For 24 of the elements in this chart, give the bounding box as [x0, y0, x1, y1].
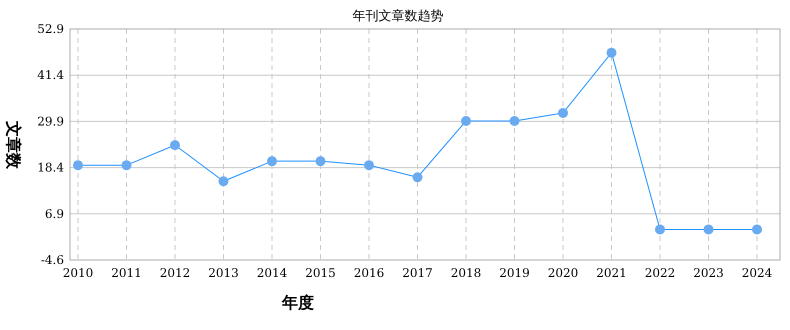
- x-tick-label: 2017: [402, 266, 433, 280]
- x-tick-label: 2018: [450, 266, 482, 280]
- y-tick-label: 6.9: [44, 206, 64, 221]
- x-tick-label: 2020: [548, 266, 578, 280]
- x-tick-label: 2014: [256, 266, 288, 280]
- x-axis-title: 年度: [281, 293, 314, 312]
- y-tick-label: 18.4: [37, 160, 64, 175]
- x-tick-label: 2010: [62, 266, 94, 280]
- chart-title: 年刊文章数趋势: [352, 9, 444, 24]
- x-tick-label: 2021: [596, 266, 627, 280]
- x-tick-label: 2022: [644, 266, 676, 280]
- x-tick-label: 2016: [354, 266, 384, 280]
- y-tick-label: 41.4: [37, 68, 64, 82]
- x-tick-label: 2011: [111, 266, 142, 280]
- y-tick-label: 29.9: [37, 114, 64, 128]
- y-tick-label: 52.9: [37, 22, 64, 36]
- x-tick-label: 2015: [305, 266, 336, 280]
- y-tick-label: -4.6: [40, 253, 64, 267]
- x-tick-label: 2013: [208, 266, 239, 280]
- x-tick-label: 2024: [742, 266, 773, 280]
- x-tick-label: 2012: [160, 266, 190, 280]
- x-tick-label: 2019: [499, 266, 530, 280]
- x-tick-label: 2023: [693, 266, 724, 280]
- y-axis-title: 文章数: [4, 120, 23, 170]
